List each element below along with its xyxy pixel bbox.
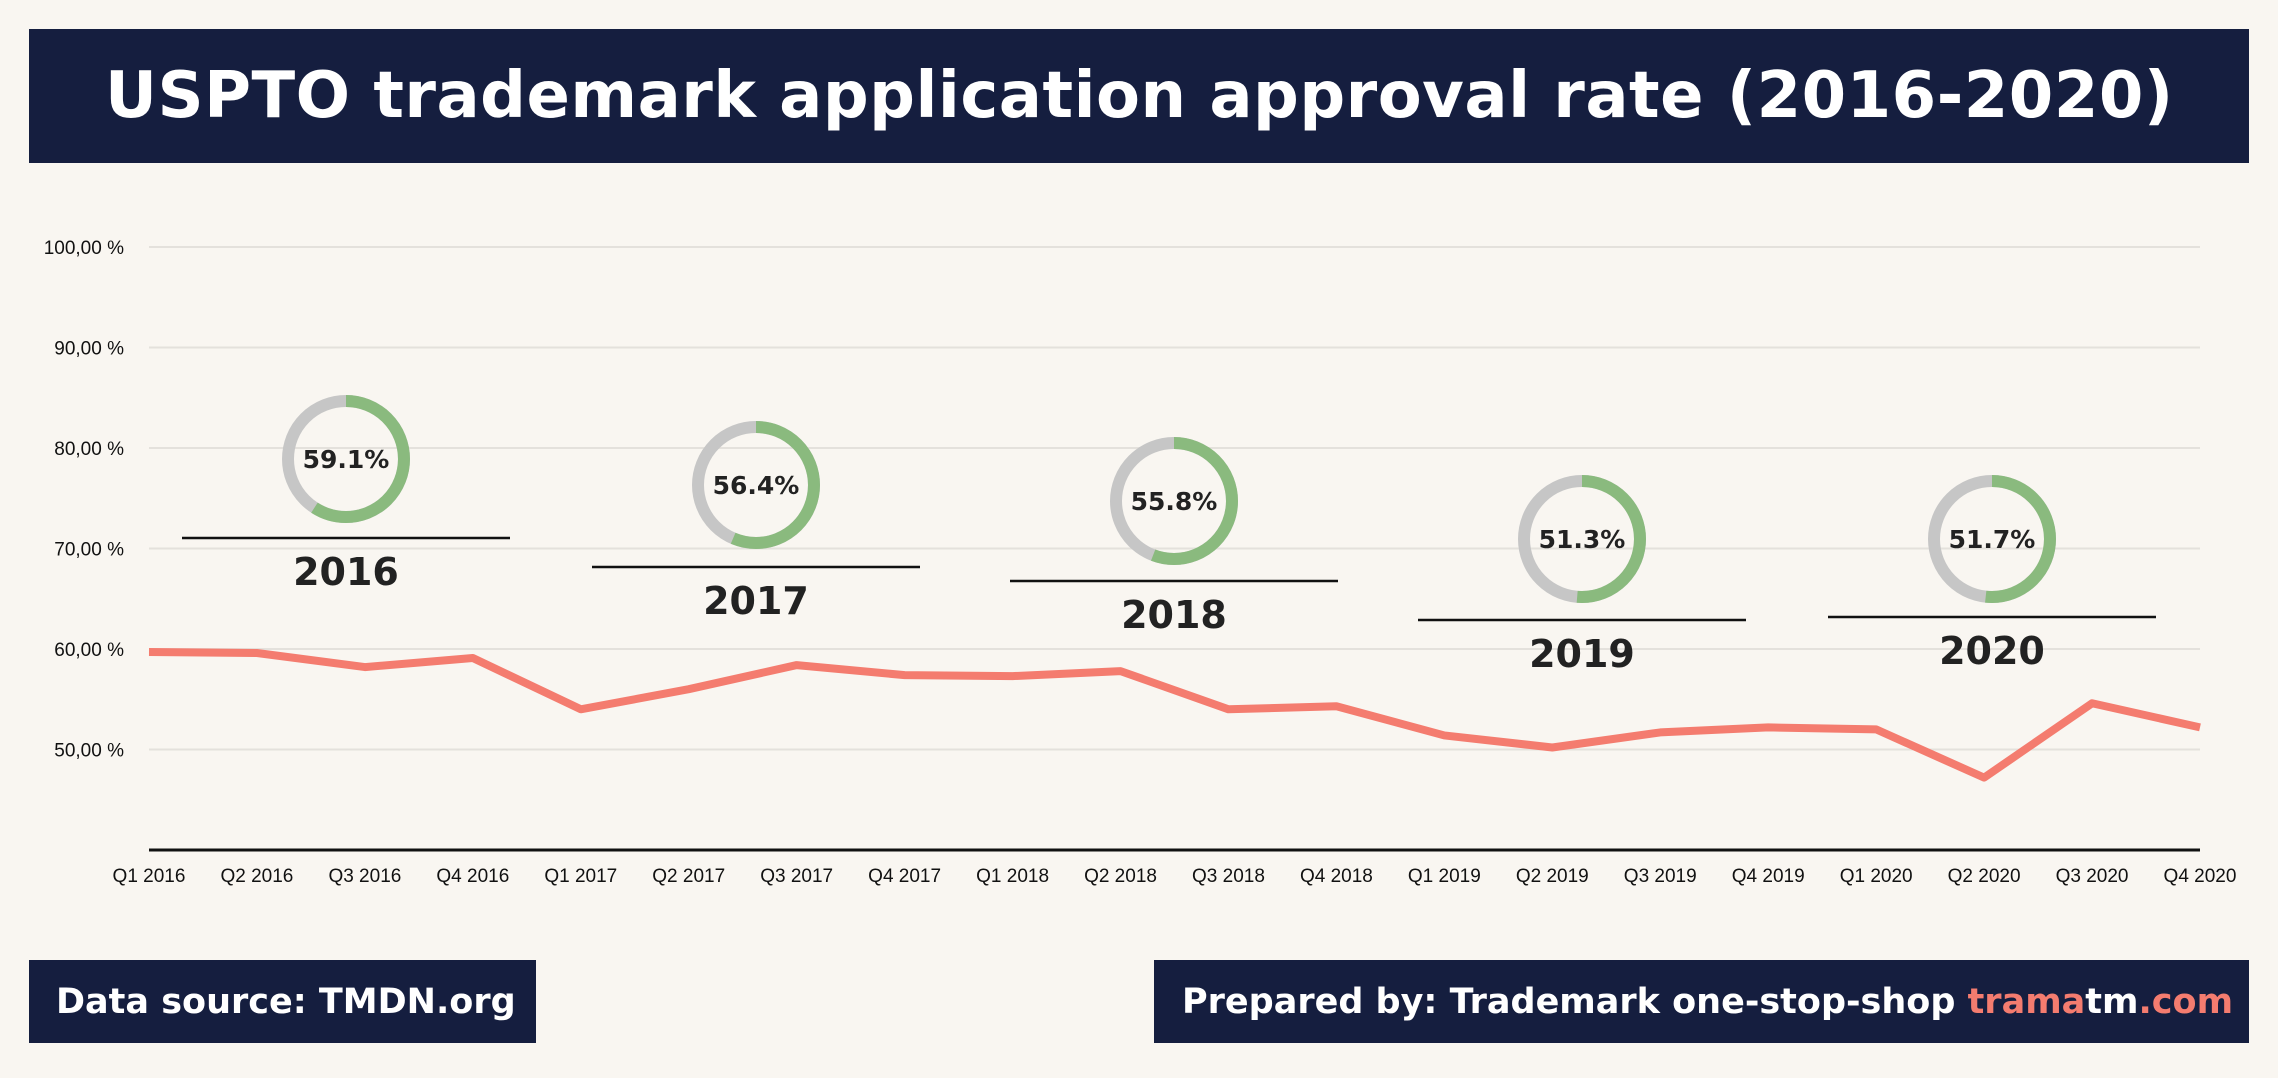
x-tick-label: Q1 2020 bbox=[1840, 866, 1913, 887]
year-label: 2018 bbox=[1121, 593, 1227, 637]
brand-part-2: tm bbox=[2085, 981, 2139, 1022]
donut-label: 59.1% bbox=[303, 445, 390, 474]
donut-arc bbox=[1518, 475, 1646, 603]
data-source-box: Data source: TMDN.org bbox=[29, 960, 536, 1043]
year-label: 2020 bbox=[1939, 629, 2045, 673]
x-tick-label: Q2 2018 bbox=[1084, 866, 1157, 887]
donut-label: 55.8% bbox=[1131, 487, 1218, 516]
x-tick-label: Q2 2016 bbox=[220, 866, 293, 887]
chart-title: USPTO trademark application approval rat… bbox=[105, 59, 2174, 133]
year-label: 2016 bbox=[293, 550, 399, 594]
year-label: 2019 bbox=[1529, 632, 1635, 676]
x-tick-label: Q3 2020 bbox=[2056, 866, 2129, 887]
x-tick-label: Q3 2018 bbox=[1192, 866, 1265, 887]
y-tick-label: 60,00 % bbox=[54, 640, 124, 661]
x-tick-label: Q2 2017 bbox=[652, 866, 725, 887]
prepared-by-text: Prepared by: Trademark one-stop-shop bbox=[1182, 981, 1968, 1022]
donut-arc bbox=[1110, 437, 1238, 565]
donut-label: 51.7% bbox=[1949, 525, 2036, 554]
series-line bbox=[148, 648, 2201, 782]
y-tick-label: 90,00 % bbox=[54, 339, 124, 360]
donut-arc bbox=[1928, 475, 2056, 603]
x-tick-label: Q1 2018 bbox=[976, 866, 1049, 887]
brand-part-3: .com bbox=[2138, 981, 2234, 1022]
x-tick-label: Q1 2019 bbox=[1408, 866, 1481, 887]
x-tick-label: Q4 2017 bbox=[868, 866, 941, 887]
x-tick-label: Q2 2019 bbox=[1516, 866, 1589, 887]
x-tick-label: Q3 2017 bbox=[760, 866, 833, 887]
y-tick-label: 50,00 % bbox=[54, 741, 124, 762]
donut-arc bbox=[692, 421, 820, 549]
x-tick-label: Q4 2019 bbox=[1732, 866, 1805, 887]
y-tick-label: 100,00 % bbox=[44, 238, 124, 259]
x-tick-label: Q2 2020 bbox=[1948, 866, 2021, 887]
x-tick-label: Q1 2017 bbox=[544, 866, 617, 887]
donut-label: 56.4% bbox=[713, 471, 800, 500]
year-label: 2017 bbox=[703, 579, 809, 623]
x-tick-label: Q4 2020 bbox=[2164, 866, 2237, 887]
donut-label: 51.3% bbox=[1539, 525, 1626, 554]
x-tick-label: Q3 2016 bbox=[328, 866, 401, 887]
x-tick-label: Q1 2016 bbox=[113, 866, 186, 887]
data-source-text: Data source: TMDN.org bbox=[56, 981, 516, 1022]
prepared-by-box: Prepared by: Trademark one-stop-shop tra… bbox=[1154, 960, 2249, 1043]
y-tick-label: 80,00 % bbox=[54, 439, 124, 460]
x-tick-label: Q3 2019 bbox=[1624, 866, 1697, 887]
title-bar: USPTO trademark application approval rat… bbox=[29, 29, 2249, 163]
donut-arc bbox=[282, 395, 410, 523]
brand-part-1: trama bbox=[1967, 981, 2086, 1022]
x-tick-label: Q4 2018 bbox=[1300, 866, 1373, 887]
x-tick-label: Q4 2016 bbox=[436, 866, 509, 887]
y-tick-label: 70,00 % bbox=[54, 540, 124, 561]
